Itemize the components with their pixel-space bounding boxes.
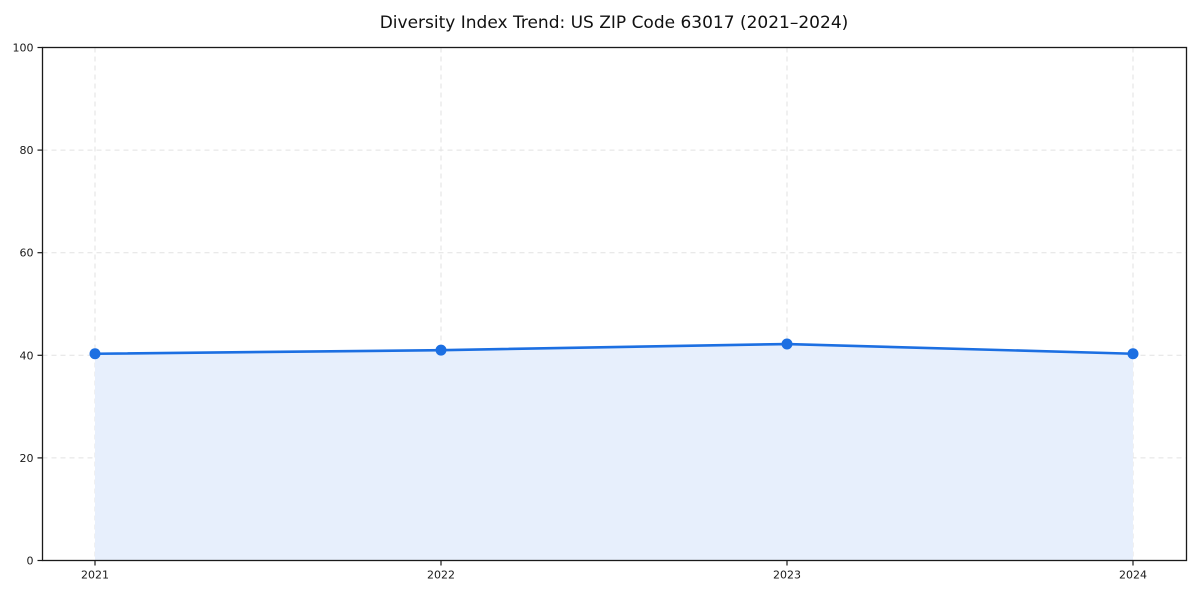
data-point bbox=[435, 344, 447, 356]
plot-border bbox=[41, 46, 1188, 562]
data-point bbox=[781, 338, 793, 350]
data-point bbox=[1127, 348, 1139, 360]
area-fill bbox=[95, 344, 1133, 561]
x-tick-label: 2021 bbox=[81, 569, 109, 582]
y-tick-label: 0 bbox=[27, 555, 34, 568]
x-tick-label: 2023 bbox=[773, 569, 801, 582]
y-tick-label: 100 bbox=[13, 42, 34, 55]
x-tick-label: 2022 bbox=[427, 569, 455, 582]
data-point bbox=[89, 348, 101, 360]
y-tick-label: 40 bbox=[20, 349, 34, 362]
trend-line bbox=[93, 342, 1135, 356]
y-tick-label: 80 bbox=[20, 144, 34, 157]
y-tick-label: 60 bbox=[20, 247, 34, 260]
chart-title: Diversity Index Trend: US ZIP Code 63017… bbox=[379, 13, 849, 33]
x-tick-label: 2024 bbox=[1119, 569, 1147, 582]
y-tick-label: 20 bbox=[20, 452, 34, 465]
